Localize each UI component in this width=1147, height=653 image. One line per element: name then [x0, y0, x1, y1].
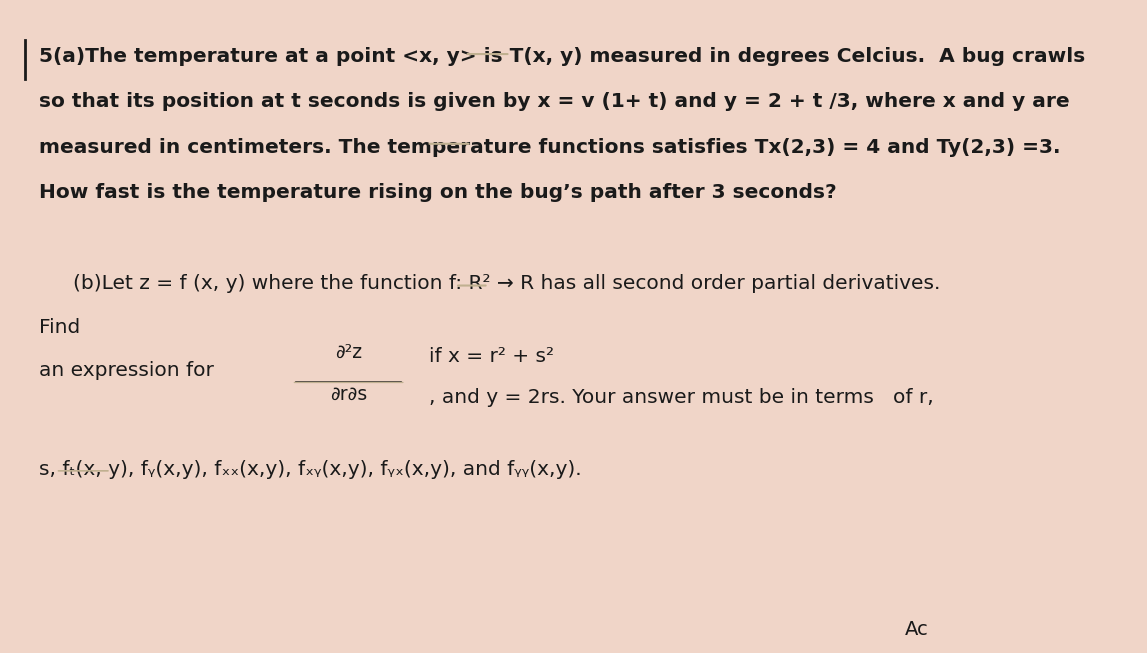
Text: Find: Find	[39, 318, 80, 337]
Text: ∂²z: ∂²z	[335, 343, 362, 362]
Text: (b)Let z = f (x, y) where the function f: R² → R has all second order partial de: (b)Let z = f (x, y) where the function f…	[72, 274, 941, 293]
Text: if x = r² + s²: if x = r² + s²	[429, 347, 554, 366]
Text: , and y = 2rs. Your answer must be in terms   of r,: , and y = 2rs. Your answer must be in te…	[429, 389, 935, 407]
Text: measured in centimeters. The temperature functions satisfies Tx(2,3) = 4 and Ty(: measured in centimeters. The temperature…	[39, 138, 1061, 157]
Text: ∂r∂s: ∂r∂s	[330, 385, 367, 404]
Text: How fast is the temperature rising on the bug’s path after 3 seconds?: How fast is the temperature rising on th…	[39, 183, 837, 202]
Text: an expression for: an expression for	[39, 361, 220, 380]
Text: s, fₜ(x, y), fᵧ(x,y), fₓₓ(x,y), fₓᵧ(x,y), fᵧₓ(x,y), and fᵧᵧ(x,y).: s, fₜ(x, y), fᵧ(x,y), fₓₓ(x,y), fₓᵧ(x,y)…	[39, 460, 582, 479]
Text: so that its position at t seconds is given by x = v (1+ t) and y = 2 + t /3, whe: so that its position at t seconds is giv…	[39, 93, 1070, 112]
Text: 5(a)The temperature at a point <x, y> is T(x, y) measured in degrees Celcius.  A: 5(a)The temperature at a point <x, y> is…	[39, 47, 1086, 66]
Text: Ac: Ac	[905, 620, 929, 639]
